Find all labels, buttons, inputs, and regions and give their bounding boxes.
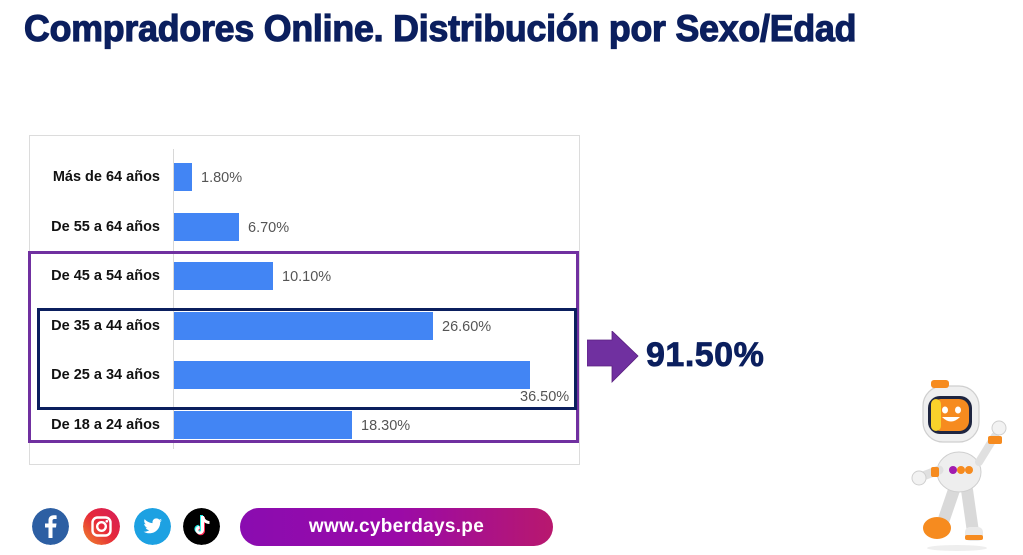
category-label: Más de 64 años — [52, 169, 160, 185]
category-label: De 25 a 34 años — [51, 367, 160, 383]
value-label: 26.60% — [442, 319, 492, 335]
arrow-right-icon — [587, 331, 639, 383]
bar — [174, 262, 273, 290]
bar — [174, 361, 530, 389]
tiktok-icon[interactable] — [183, 508, 220, 545]
instagram-icon[interactable] — [83, 508, 120, 545]
chart-frame — [29, 135, 580, 465]
category-label: De 18 a 24 años — [51, 417, 160, 433]
bar — [174, 213, 239, 241]
category-label: De 45 a 54 años — [51, 268, 160, 284]
summary-total: 91.50% — [646, 336, 765, 375]
category-label: De 55 a 64 años — [51, 219, 160, 235]
facebook-icon[interactable] — [32, 508, 69, 545]
page-title: Compradores Online. Distribución por Sex… — [23, 7, 857, 49]
bar — [174, 312, 433, 340]
bar — [174, 163, 192, 191]
highlight-box-18-54 — [28, 251, 579, 443]
value-label: 36.50% — [520, 389, 570, 405]
chart-axis-line — [173, 149, 174, 449]
value-label: 18.30% — [361, 418, 411, 434]
website-link[interactable]: www.cyberdays.pe — [240, 508, 553, 546]
highlight-box-25-44 — [37, 308, 577, 410]
mascot-robot-illustration — [911, 380, 1007, 551]
value-label: 1.80% — [201, 170, 243, 186]
category-label: De 35 a 44 años — [51, 318, 160, 334]
value-label: 10.10% — [282, 269, 332, 285]
value-label: 6.70% — [248, 220, 290, 236]
twitter-icon[interactable] — [134, 508, 171, 545]
bar — [174, 411, 352, 439]
